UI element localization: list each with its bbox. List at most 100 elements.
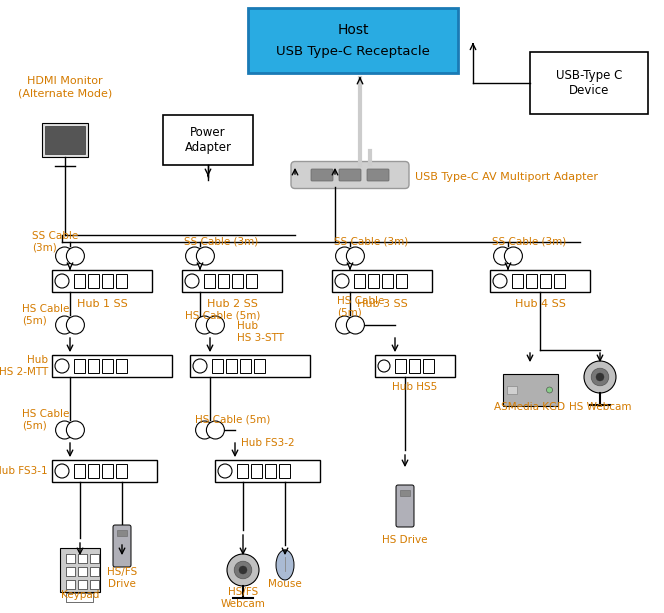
- Bar: [74, 359, 85, 373]
- Bar: [212, 359, 223, 373]
- Circle shape: [196, 421, 214, 439]
- Bar: [66, 593, 93, 602]
- Text: USB Type-C AV Multiport Adapter: USB Type-C AV Multiport Adapter: [415, 172, 598, 182]
- Bar: [78, 554, 87, 563]
- Text: Hub 3 SS: Hub 3 SS: [357, 299, 408, 309]
- Circle shape: [55, 359, 69, 373]
- Text: Hub FS3-1: Hub FS3-1: [0, 466, 48, 476]
- Circle shape: [207, 316, 224, 334]
- Bar: [66, 580, 75, 589]
- Bar: [74, 274, 85, 288]
- Circle shape: [66, 421, 84, 439]
- Circle shape: [596, 373, 604, 381]
- Bar: [78, 567, 87, 576]
- Bar: [90, 580, 99, 589]
- Bar: [530, 52, 648, 114]
- Circle shape: [493, 247, 511, 265]
- Bar: [88, 274, 99, 288]
- FancyBboxPatch shape: [396, 485, 414, 527]
- Text: HS Cable (5m): HS Cable (5m): [195, 415, 270, 425]
- Circle shape: [234, 561, 252, 579]
- Circle shape: [493, 274, 507, 288]
- Circle shape: [56, 247, 74, 265]
- FancyBboxPatch shape: [311, 169, 333, 181]
- Bar: [507, 386, 517, 394]
- Circle shape: [546, 387, 552, 393]
- Text: HS Cable (5m): HS Cable (5m): [185, 310, 260, 320]
- Bar: [237, 464, 248, 478]
- Text: HS Webcam: HS Webcam: [569, 402, 631, 412]
- Text: Hub 1 SS: Hub 1 SS: [76, 299, 127, 309]
- Circle shape: [66, 316, 84, 334]
- Text: USB Type-C Receptacle: USB Type-C Receptacle: [276, 45, 430, 58]
- Bar: [246, 274, 257, 288]
- Bar: [218, 274, 229, 288]
- Text: HDMI Monitor
(Alternate Mode): HDMI Monitor (Alternate Mode): [18, 77, 112, 98]
- FancyBboxPatch shape: [339, 169, 361, 181]
- Text: HS Cable
(5m): HS Cable (5m): [22, 304, 69, 326]
- Text: SS Cable (3m): SS Cable (3m): [492, 237, 566, 247]
- Bar: [102, 359, 113, 373]
- Bar: [254, 359, 265, 373]
- Bar: [375, 355, 455, 377]
- Circle shape: [239, 566, 247, 574]
- Bar: [42, 123, 88, 157]
- Text: HS Drive: HS Drive: [382, 535, 428, 545]
- Bar: [503, 374, 558, 406]
- Text: HS Cable
(5m): HS Cable (5m): [337, 296, 384, 318]
- Text: SS Cable (3m): SS Cable (3m): [334, 237, 408, 247]
- Text: Host: Host: [337, 23, 369, 37]
- Bar: [190, 355, 310, 377]
- Text: Hub HS5: Hub HS5: [392, 382, 438, 392]
- Circle shape: [347, 247, 365, 265]
- Bar: [204, 274, 215, 288]
- Bar: [182, 270, 282, 292]
- Circle shape: [207, 421, 224, 439]
- Bar: [52, 355, 172, 377]
- Circle shape: [55, 464, 69, 478]
- Bar: [88, 359, 99, 373]
- Text: Hub
HS 2-MTT: Hub HS 2-MTT: [0, 355, 48, 377]
- Circle shape: [197, 247, 214, 265]
- Circle shape: [335, 274, 349, 288]
- Circle shape: [227, 554, 259, 586]
- FancyBboxPatch shape: [113, 525, 131, 567]
- Bar: [248, 8, 458, 73]
- Text: ASMedia KGD: ASMedia KGD: [495, 402, 566, 412]
- Bar: [279, 464, 290, 478]
- Circle shape: [505, 247, 523, 265]
- Bar: [52, 460, 157, 482]
- Text: Hub 2 SS: Hub 2 SS: [207, 299, 258, 309]
- Bar: [490, 270, 590, 292]
- Text: Mouse: Mouse: [268, 579, 302, 589]
- Bar: [74, 464, 85, 478]
- Bar: [88, 464, 99, 478]
- Circle shape: [55, 274, 69, 288]
- Bar: [251, 464, 262, 478]
- Circle shape: [347, 316, 365, 334]
- Circle shape: [591, 368, 609, 386]
- Circle shape: [186, 247, 204, 265]
- Bar: [382, 274, 393, 288]
- Circle shape: [56, 421, 74, 439]
- Bar: [540, 274, 551, 288]
- Bar: [78, 580, 87, 589]
- Ellipse shape: [276, 550, 294, 580]
- Bar: [226, 359, 237, 373]
- Bar: [102, 274, 113, 288]
- Bar: [232, 274, 243, 288]
- Text: SS Cable
(3m): SS Cable (3m): [32, 231, 78, 253]
- Bar: [116, 464, 127, 478]
- FancyBboxPatch shape: [291, 161, 409, 189]
- Circle shape: [335, 247, 354, 265]
- Text: USB-Type C
Device: USB-Type C Device: [556, 69, 622, 97]
- Bar: [423, 359, 434, 373]
- Circle shape: [56, 316, 74, 334]
- Circle shape: [218, 464, 232, 478]
- Text: Keypad: Keypad: [61, 590, 99, 600]
- Circle shape: [196, 316, 214, 334]
- Text: HS/FS
Drive: HS/FS Drive: [107, 567, 137, 589]
- Bar: [396, 274, 407, 288]
- Bar: [332, 270, 432, 292]
- Circle shape: [193, 359, 207, 373]
